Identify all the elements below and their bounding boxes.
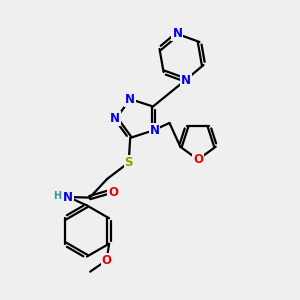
Text: O: O	[193, 153, 203, 166]
Text: N: N	[172, 28, 182, 40]
Text: N: N	[110, 112, 120, 125]
Text: N: N	[125, 93, 135, 106]
Text: S: S	[124, 156, 133, 169]
Text: H: H	[52, 190, 61, 200]
Text: O: O	[102, 254, 112, 267]
Text: N: N	[63, 190, 73, 203]
Text: N: N	[181, 74, 190, 86]
Text: N: N	[149, 124, 160, 137]
Text: O: O	[108, 186, 118, 199]
